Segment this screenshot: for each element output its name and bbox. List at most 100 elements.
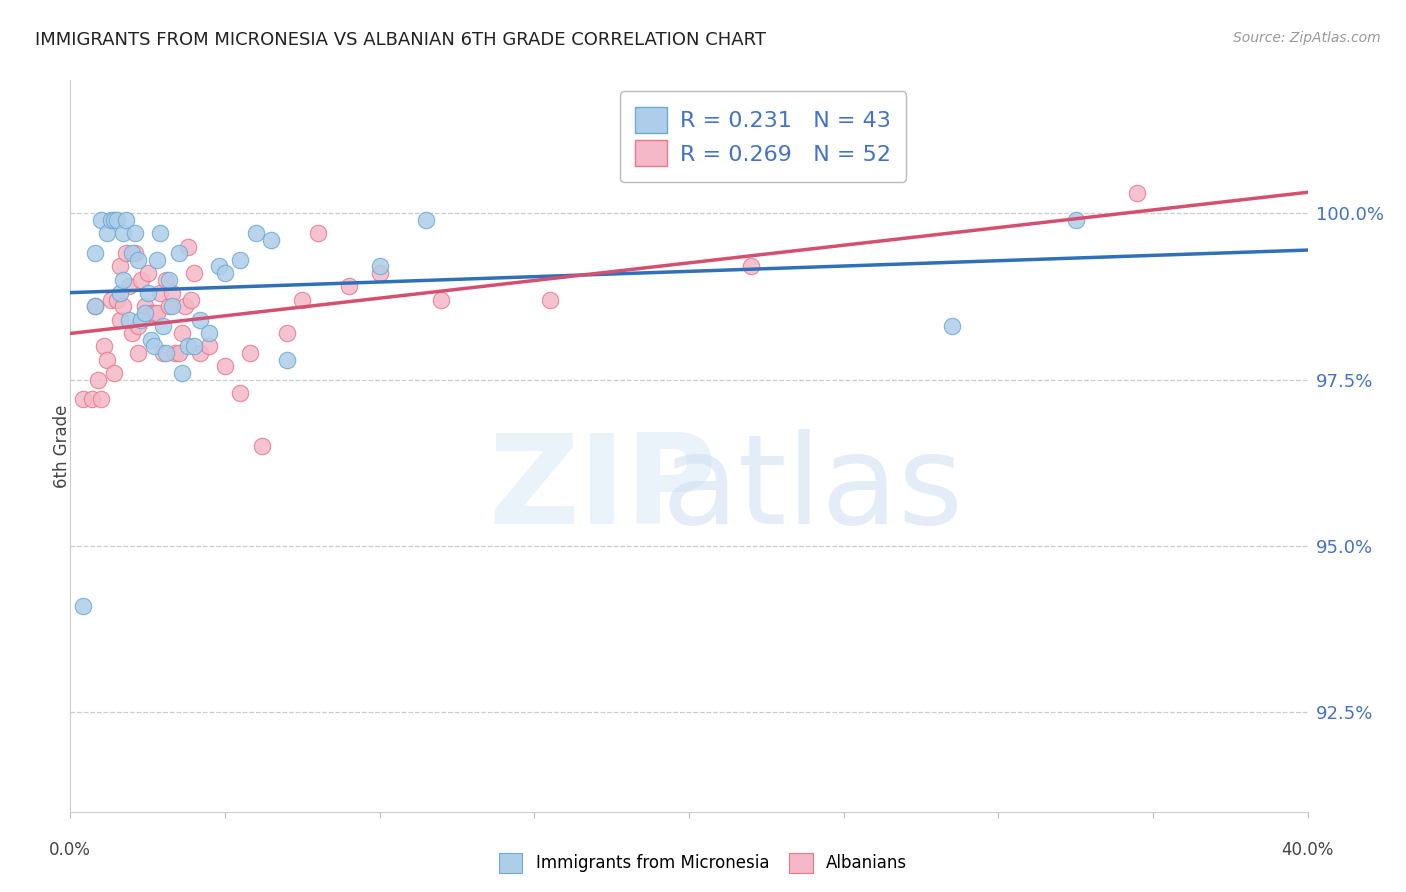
Point <box>131 312 153 326</box>
Point <box>291 293 314 307</box>
Point <box>157 299 180 313</box>
Point <box>260 233 283 247</box>
Point <box>142 339 165 353</box>
Point <box>108 286 131 301</box>
Point <box>136 266 159 280</box>
Point <box>177 239 200 253</box>
Point <box>941 319 963 334</box>
Point <box>250 439 273 453</box>
Point <box>105 213 128 227</box>
Point <box>90 213 112 227</box>
Text: atlas: atlas <box>662 429 963 550</box>
Legend: Immigrants from Micronesia, Albanians: Immigrants from Micronesia, Albanians <box>492 847 914 880</box>
Point <box>118 312 141 326</box>
Point <box>100 293 122 307</box>
Point <box>118 279 141 293</box>
Point <box>134 306 156 320</box>
Point <box>276 326 298 340</box>
Point <box>96 352 118 367</box>
Point <box>100 213 122 227</box>
Point <box>111 226 134 240</box>
Point <box>72 392 94 407</box>
Point <box>538 293 561 307</box>
Point <box>198 339 221 353</box>
Point <box>103 213 125 227</box>
Point <box>84 299 107 313</box>
Point <box>136 286 159 301</box>
Point <box>115 246 138 260</box>
Point <box>214 266 236 280</box>
Point <box>149 286 172 301</box>
Point <box>245 226 267 240</box>
Point <box>740 260 762 274</box>
Point <box>127 346 149 360</box>
Point <box>337 279 360 293</box>
Text: ZIP: ZIP <box>488 429 717 550</box>
Point <box>167 246 190 260</box>
Point <box>149 226 172 240</box>
Point <box>111 273 134 287</box>
Y-axis label: 6th Grade: 6th Grade <box>53 404 70 488</box>
Point <box>307 226 329 240</box>
Point <box>80 392 103 407</box>
Point <box>173 299 195 313</box>
Point <box>72 599 94 613</box>
Point <box>84 246 107 260</box>
Point <box>115 213 138 227</box>
Point <box>127 319 149 334</box>
Point <box>188 312 211 326</box>
Point <box>90 392 112 407</box>
Point <box>108 260 131 274</box>
Point <box>103 366 125 380</box>
Point <box>87 372 110 386</box>
Point <box>121 326 143 340</box>
Point <box>84 299 107 313</box>
Point <box>121 246 143 260</box>
Legend: R = 0.231   N = 43, R = 0.269   N = 52: R = 0.231 N = 43, R = 0.269 N = 52 <box>620 91 907 182</box>
Point <box>127 252 149 267</box>
Point <box>152 319 174 334</box>
Point <box>368 260 391 274</box>
Point <box>167 346 190 360</box>
Text: 0.0%: 0.0% <box>49 841 91 859</box>
Point <box>177 339 200 353</box>
Point <box>162 299 184 313</box>
Point <box>415 213 437 227</box>
Point <box>183 339 205 353</box>
Point <box>105 293 128 307</box>
Point <box>146 306 169 320</box>
Point <box>96 226 118 240</box>
Point <box>368 266 391 280</box>
Point <box>124 226 146 240</box>
Text: 40.0%: 40.0% <box>1281 841 1334 859</box>
Point <box>239 346 262 360</box>
Point <box>214 359 236 374</box>
Point <box>134 299 156 313</box>
Point <box>430 293 453 307</box>
Text: Source: ZipAtlas.com: Source: ZipAtlas.com <box>1233 31 1381 45</box>
Point <box>152 346 174 360</box>
Point <box>146 252 169 267</box>
Point <box>124 246 146 260</box>
Point <box>165 346 187 360</box>
Point <box>188 346 211 360</box>
Point <box>142 306 165 320</box>
Point <box>93 339 115 353</box>
Point <box>229 385 252 400</box>
Point <box>155 346 177 360</box>
Point <box>157 273 180 287</box>
Point <box>162 286 184 301</box>
Text: IMMIGRANTS FROM MICRONESIA VS ALBANIAN 6TH GRADE CORRELATION CHART: IMMIGRANTS FROM MICRONESIA VS ALBANIAN 6… <box>35 31 766 49</box>
Point <box>170 326 193 340</box>
Point <box>208 260 231 274</box>
Point <box>1126 186 1149 201</box>
Point <box>111 299 134 313</box>
Point <box>170 366 193 380</box>
Point <box>276 352 298 367</box>
Point <box>139 306 162 320</box>
Point <box>131 273 153 287</box>
Point <box>1064 213 1087 227</box>
Point <box>180 293 202 307</box>
Point <box>183 266 205 280</box>
Point <box>198 326 221 340</box>
